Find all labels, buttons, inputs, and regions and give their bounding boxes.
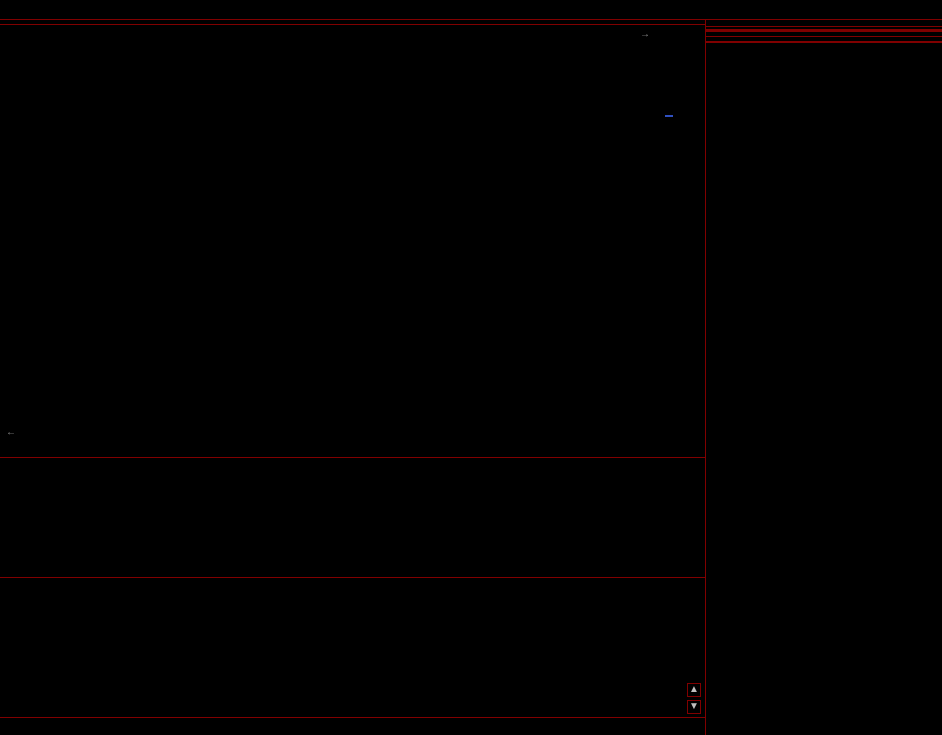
date-axis [0,441,705,457]
top-toolbar [0,0,942,20]
price-marker [665,115,673,117]
indicator-toolbar [0,717,705,735]
tick-list[interactable] [706,42,942,735]
volume-panel[interactable] [0,457,705,577]
scroll-up-button[interactable]: ▲ [687,683,701,697]
last-price-label: → [640,29,650,41]
quote-panel [706,20,942,735]
kline-chart[interactable]: → ← [0,24,705,457]
macd-panel[interactable]: ▲ ▼ [0,577,705,717]
stock-header[interactable] [706,20,942,27]
indicator-date-axis [0,701,705,717]
start-price-label: ← [6,427,16,439]
